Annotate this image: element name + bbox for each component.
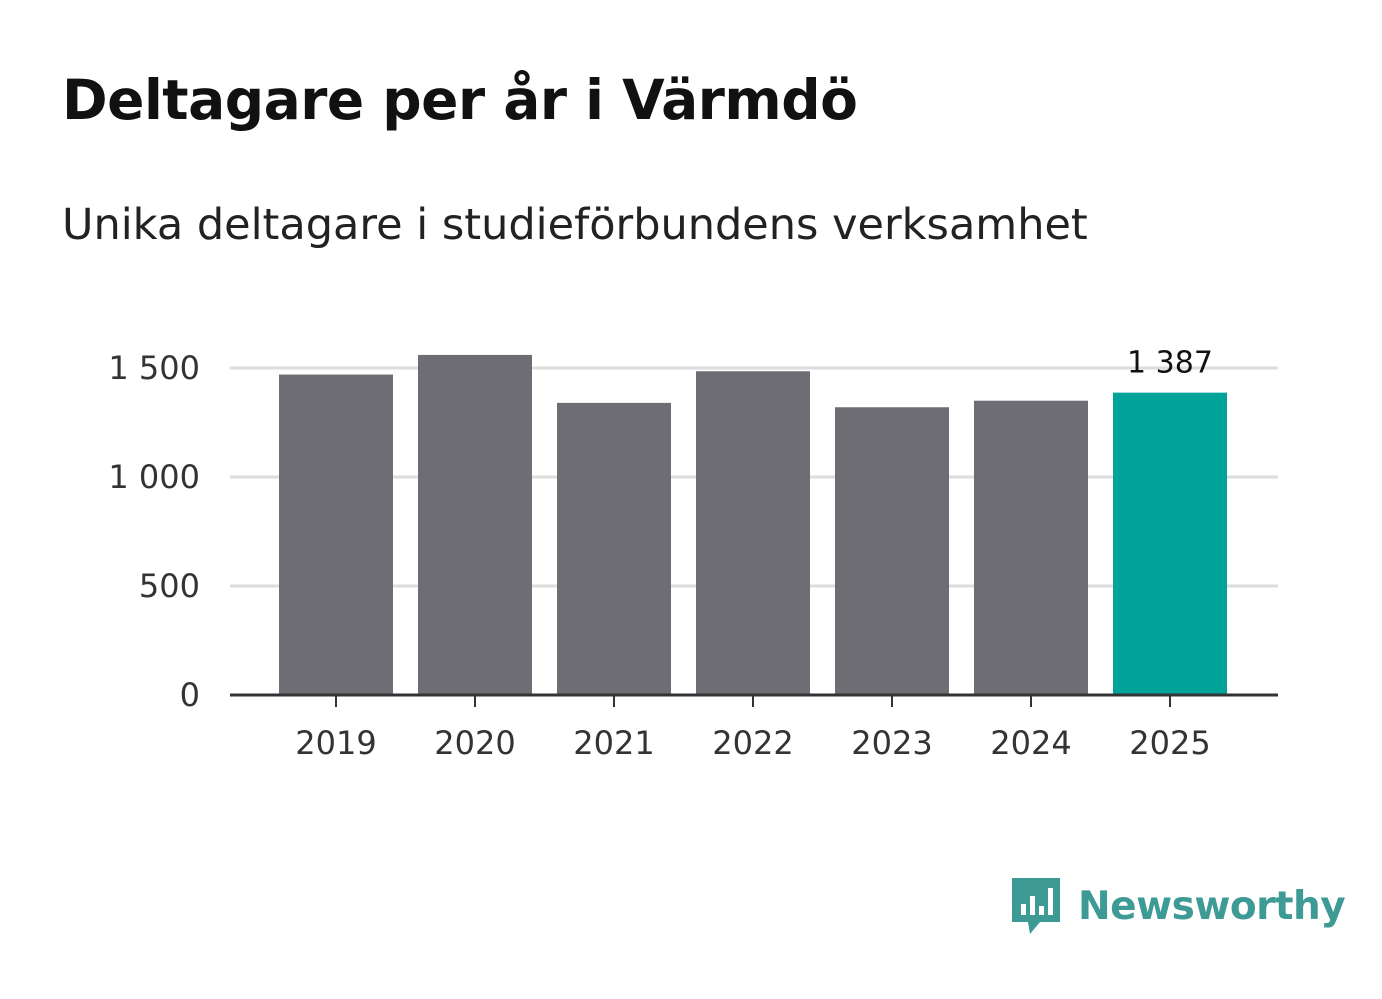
x-tick-label: 2024 <box>990 724 1071 762</box>
bar-2025 <box>1113 392 1227 695</box>
y-tick-label: 0 <box>180 676 200 714</box>
bar-2020 <box>418 354 532 695</box>
chart-subtitle: Unika deltagare i studieförbundens verks… <box>62 200 1088 250</box>
x-tick-label: 2021 <box>573 724 654 762</box>
bar-2024 <box>974 400 1088 695</box>
y-tick-label: 1 000 <box>108 458 200 496</box>
labels: 0 500 1 000 1 500 2019 2020 2021 2022 2023 2024 20… <box>108 346 1213 762</box>
chart-title: Deltagare per år i Värmdö <box>62 68 858 132</box>
x-tick-label: 2023 <box>851 724 932 762</box>
brand-logo: Newsworthy <box>1010 876 1346 936</box>
x-tick-label: 2022 <box>712 724 793 762</box>
bar-2021 <box>557 402 671 695</box>
y-tick-label: 500 <box>139 567 200 605</box>
y-tick-label: 1 500 <box>108 349 200 387</box>
x-tick-label: 2019 <box>295 724 376 762</box>
x-tick-label: 2020 <box>434 724 515 762</box>
axes <box>230 693 1278 707</box>
newsworthy-logo-icon <box>1012 878 1060 934</box>
brand-name: Newsworthy <box>1078 883 1346 929</box>
x-tick-label: 2025 <box>1129 724 1210 762</box>
bar-2022 <box>696 371 810 695</box>
data-label-2025: 1 387 <box>1127 346 1213 381</box>
bar-2023 <box>835 407 949 695</box>
bars <box>279 354 1227 695</box>
bar-2019 <box>279 374 393 695</box>
